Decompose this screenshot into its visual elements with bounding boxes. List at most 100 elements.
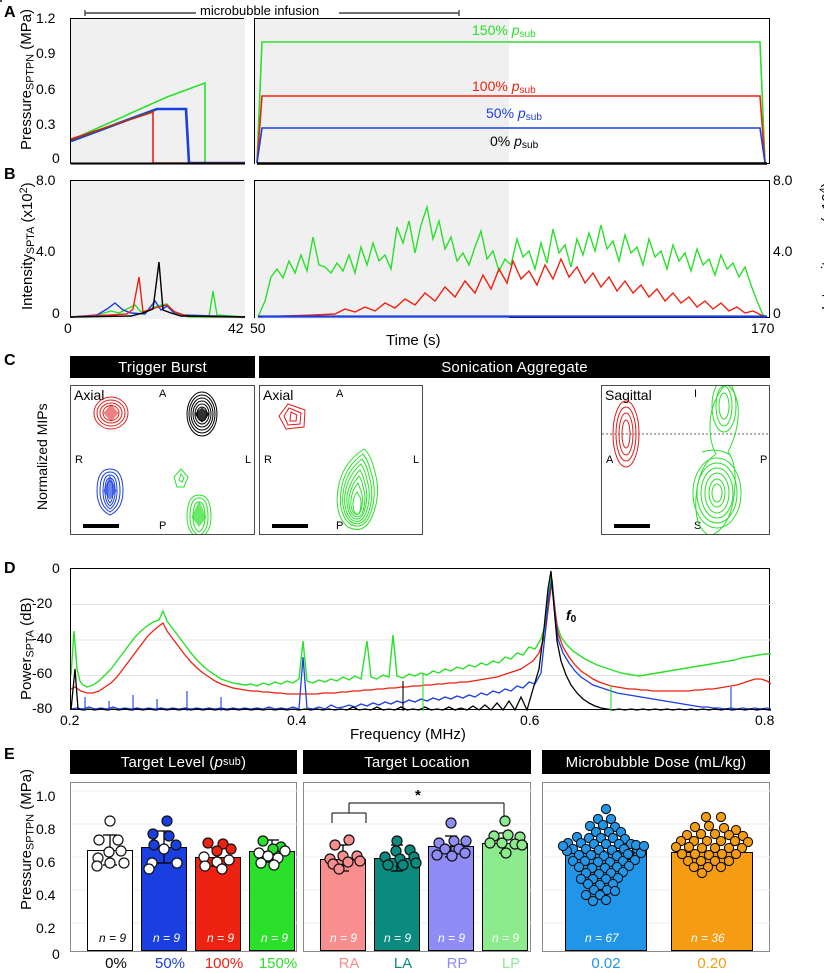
ncount-dose-020: n = 36 [691, 931, 725, 945]
panel-e-points-location [324, 802, 528, 875]
panel-b-ylabel-right-close: ) [819, 182, 824, 187]
panel-c-header-trigger: Trigger Burst [70, 356, 255, 378]
panel-b-xtick-right-1: 170 [751, 320, 775, 336]
legend-150-text: 150% [472, 22, 512, 38]
infusion-bracket [84, 10, 460, 16]
panel-d-plot [70, 568, 771, 711]
bar-la [374, 858, 420, 951]
bar-rp [428, 846, 474, 951]
panel-b-plot-left [70, 180, 245, 319]
panel-d-ytick-4: -80 [32, 700, 53, 716]
mip-view-sagittal: Sagittal I A P S [601, 385, 770, 535]
panel-a-ylabel: PressureSPTPN (MPa) [18, 9, 36, 150]
legend-50-p: p [517, 105, 526, 121]
legend-0-p: p [514, 133, 522, 149]
mip-scalebar-3 [614, 524, 650, 528]
panel-a-ytick-3: 0.3 [36, 116, 56, 132]
panel-e-ylabel: PressureSPTPN (MPa) [18, 769, 36, 910]
mip-orient-left-3: A [606, 454, 614, 466]
catlabel-dose-020: 0.20 [697, 955, 727, 972]
panel-d-ytick-2: -40 [32, 630, 53, 646]
mip-contours-1 [278, 403, 378, 530]
panel-e-ytick-3: 0.4 [36, 887, 56, 903]
ncount-la: n = 9 [384, 931, 412, 945]
panel-a-legend-150: 150% psub [472, 22, 536, 40]
mip-view-trigger-axial: Axial A R L P [70, 385, 255, 535]
mip-orient-right-1: L [413, 454, 420, 466]
panel-a-traces-left [71, 81, 245, 165]
panel-e-points-dose [557, 803, 754, 907]
catlabel-100pct: 100% [204, 955, 244, 972]
legend-100-sub: sub [519, 85, 536, 97]
panel-e-points-level [91, 815, 291, 875]
panel-e-ylabel-sub: SPTPN [24, 813, 37, 850]
panel-a-shade-right [255, 19, 509, 165]
catlabel-dose-002: 0.02 [591, 955, 621, 972]
mip-orient-bottom-3: S [694, 520, 702, 532]
panel-c-ylabel: Normalized MIPs [34, 403, 50, 510]
mip-orient-bottom-0: P [159, 520, 167, 532]
panel-d-xlabel: Frequency (MHz) [350, 726, 466, 743]
mip-orient-top-1: A [336, 388, 344, 400]
panel-a-plot-left [70, 18, 245, 165]
panel-b-ylabel-right-exp: 4 [818, 187, 824, 193]
panel-a-traces-right [256, 41, 767, 165]
mip-orient-top-0: A [159, 388, 167, 400]
panel-e-header-mb-dose: Microbubble Dose (mL/kg) [542, 750, 770, 774]
panel-a-legend-50: 50% psub [486, 105, 542, 123]
panel-e-header-target-level: Target Level (p sub) [70, 750, 297, 774]
panel-a-shade-left [71, 19, 245, 165]
panel-a-ylabel-main: Pressure [18, 89, 35, 150]
panel-d-ylabel: PowerSPTA (dB) [18, 598, 36, 700]
panel-b-traces-left [71, 261, 245, 318]
mip-contours-3 [602, 386, 769, 534]
panel-e-ytick-1: 0.8 [36, 821, 56, 837]
ncount-lp: n = 9 [492, 931, 520, 945]
ncount-rp: n = 9 [438, 931, 466, 945]
legend-100-text: 100% [472, 78, 512, 94]
ncount-ra: n = 9 [330, 931, 358, 945]
panel-d-spectrum [71, 570, 771, 711]
mip-scalebar-1 [272, 524, 308, 528]
panel-b-shade-left [71, 181, 245, 319]
panel-a-ytick-0: 1.2 [36, 10, 56, 26]
panel-b-ylabel-main: Intensity [18, 254, 36, 310]
panel-d-ytick-0: 0 [52, 560, 60, 576]
panel-d-xtick-1: 0.4 [287, 712, 307, 728]
panel-e-ytick-5: 0 [52, 946, 60, 962]
panel-d-ytick-3: -60 [32, 665, 53, 681]
ncount-150pct: n = 9 [261, 931, 289, 945]
legend-0-text: 0% [490, 133, 515, 149]
mip-title-1: Axial [263, 387, 294, 403]
catlabel-ra: RA [338, 955, 360, 972]
panel-b-ytick-0: 8.0 [36, 172, 56, 188]
catlabel-150pct: 150% [258, 955, 298, 972]
mip-title-3: Sagittal [605, 387, 652, 403]
panel-c-header-aggregate: Sonication Aggregate [259, 356, 770, 378]
header-level-close: ) [241, 753, 247, 771]
legend-50-text: 50% [486, 105, 518, 121]
header-level-sub: sub [223, 756, 242, 768]
panel-e-ytick-4: 0.2 [36, 920, 56, 936]
panel-letter-c: C [4, 352, 16, 369]
panel-b-ylabel-close: ) [18, 182, 36, 188]
panel-a-legend-100: 100% psub [472, 78, 536, 96]
mip-view-coronal: Coronal I R L S [0, 0, 2, 2]
panel-e-ylabel-unit: (MPa) [18, 768, 35, 814]
catlabel-rp: RP [446, 955, 468, 972]
panel-d-ytick-1: -20 [32, 595, 53, 611]
panel-b-xtick-right-0: 50 [250, 320, 266, 336]
mip-orient-top-3: I [694, 388, 698, 400]
panel-d-f0-annotation: f0 [566, 607, 576, 625]
panel-e-plot-level: n = 9 n = 9 n = 9 n = 9 [70, 782, 298, 952]
panel-b-shade-right [255, 181, 509, 319]
legend-50-sub: sub [525, 112, 542, 124]
panel-d-xtick-0: 0.2 [60, 712, 80, 728]
panel-a-ytick-4: 0 [52, 150, 60, 166]
panel-a-ylabel-sub: SPTPN [24, 53, 37, 90]
mip-scalebar-0 [83, 524, 119, 528]
panel-b-ylabel-unit: (x10 [18, 193, 36, 227]
panel-b-ytick-right-2: 0 [773, 305, 781, 321]
panel-b-ytick-right-0: 8.0 [773, 172, 793, 188]
